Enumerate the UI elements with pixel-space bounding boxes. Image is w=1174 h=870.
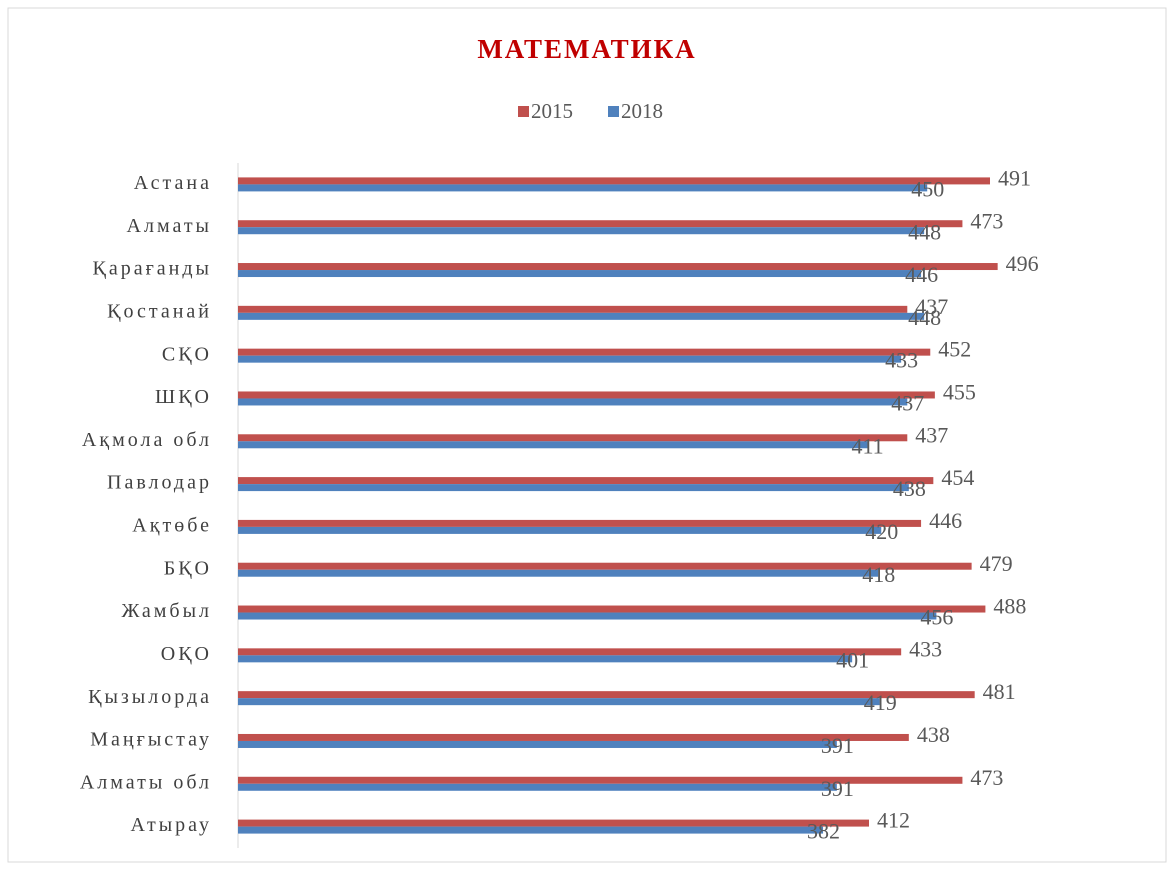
bar [238, 312, 925, 320]
bar [238, 227, 925, 235]
data-label: 420 [865, 519, 898, 544]
bar [238, 691, 975, 699]
y-tick-label: Маңғыстау [90, 729, 212, 751]
data-label: 418 [862, 562, 895, 587]
data-label: 488 [993, 594, 1026, 619]
bar [238, 562, 972, 570]
bar [238, 526, 882, 534]
y-tick-label: ШҚО [155, 386, 212, 408]
bar [238, 698, 880, 706]
data-label: 455 [943, 380, 976, 405]
bar [238, 819, 870, 827]
bar [238, 605, 986, 613]
data-label: 412 [877, 808, 910, 833]
data-label: 473 [970, 208, 1003, 233]
bar [238, 655, 853, 663]
legend-label: 2018 [621, 99, 663, 123]
data-label: 382 [807, 819, 840, 844]
bar [238, 305, 908, 313]
bar [238, 184, 928, 192]
data-label: 438 [917, 722, 950, 747]
y-tick-label: СҚО [162, 343, 212, 365]
data-label: 433 [909, 636, 942, 661]
y-tick-label: Қарағанды [93, 258, 213, 280]
data-label: 438 [893, 476, 926, 501]
bar [238, 270, 922, 278]
bar [238, 477, 934, 485]
y-tick-label: Жамбыл [121, 600, 212, 622]
data-label: 446 [929, 508, 962, 533]
data-label: 437 [891, 391, 924, 416]
bar [238, 612, 937, 620]
data-label: 391 [821, 733, 854, 758]
y-tick-label: Алматы обл [80, 771, 212, 793]
bar [238, 220, 963, 228]
data-label: 450 [911, 176, 944, 201]
chart-title: МАТЕМАТИКА [477, 34, 696, 64]
data-label: 411 [851, 433, 883, 458]
legend-swatch [518, 106, 529, 117]
data-label: 479 [980, 551, 1013, 576]
bar [238, 569, 879, 577]
bar [238, 441, 868, 449]
y-tick-label: Қызылорда [88, 686, 212, 708]
bar [238, 348, 931, 356]
bar [238, 391, 935, 399]
data-label: 473 [970, 765, 1003, 790]
bar [238, 398, 908, 406]
data-label: 419 [864, 690, 897, 715]
bar [238, 776, 963, 784]
data-label: 437 [915, 422, 948, 447]
bar [238, 783, 837, 791]
bar [238, 177, 990, 185]
data-label: 401 [836, 647, 869, 672]
bar [238, 355, 902, 363]
data-label: 433 [885, 348, 918, 373]
data-label: 454 [941, 465, 974, 490]
bar [238, 519, 922, 527]
bar [238, 648, 902, 656]
bar [238, 740, 837, 748]
data-label: 491 [998, 165, 1031, 190]
y-tick-label: БҚО [164, 557, 212, 579]
data-label: 446 [905, 262, 938, 287]
y-tick-label: Атырау [131, 814, 213, 836]
data-label: 481 [983, 679, 1016, 704]
bar [238, 263, 998, 271]
legend-label: 2015 [531, 99, 573, 123]
bar [238, 733, 909, 741]
bar [238, 484, 909, 492]
y-tick-label: Алматы [127, 215, 212, 237]
bar [238, 826, 824, 834]
data-label: 456 [920, 605, 953, 630]
data-label: 391 [821, 776, 854, 801]
data-label: 452 [938, 337, 971, 362]
legend-swatch [608, 106, 619, 117]
y-tick-label: Ақтөбе [132, 515, 212, 537]
data-label: 448 [908, 305, 941, 330]
data-label: 496 [1006, 251, 1039, 276]
y-tick-label: Павлодар [107, 472, 212, 494]
bar [238, 434, 908, 442]
data-label: 448 [908, 219, 941, 244]
y-tick-label: Қостанай [107, 300, 212, 322]
y-tick-label: ОҚО [161, 643, 212, 665]
y-tick-label: Астана [134, 172, 212, 194]
y-tick-label: Ақмола обл [82, 429, 212, 451]
